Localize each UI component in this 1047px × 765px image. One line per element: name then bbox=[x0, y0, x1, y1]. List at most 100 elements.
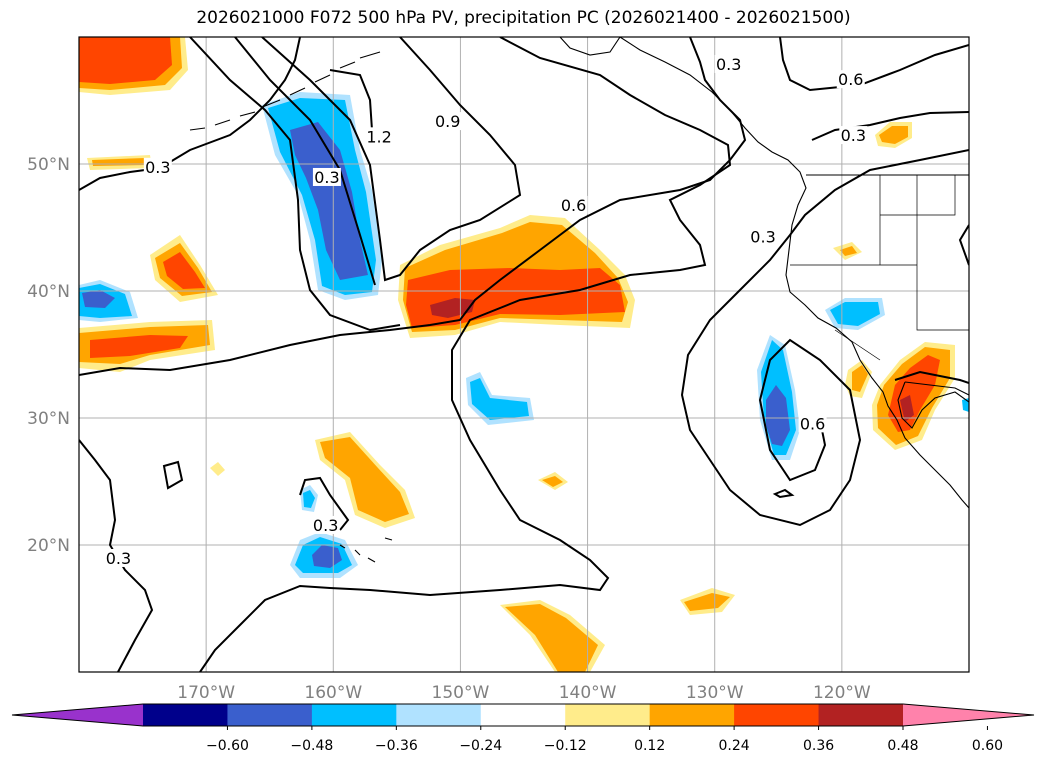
pv-contour bbox=[162, 460, 184, 490]
contour-label-bg bbox=[836, 70, 865, 89]
colorbar-extend-high bbox=[903, 704, 1034, 726]
contour-label: 0.3 bbox=[841, 126, 866, 145]
pv-contour bbox=[79, 37, 747, 376]
precip-patch bbox=[542, 476, 563, 487]
colorbar-segment bbox=[311, 704, 397, 726]
hawaii-islands bbox=[339, 537, 393, 563]
pv-contour bbox=[329, 69, 373, 131]
precip-patch bbox=[505, 604, 598, 672]
contour-label-bg bbox=[749, 227, 778, 246]
colorbar-segment bbox=[818, 704, 904, 726]
colorbar-extend-low bbox=[12, 704, 143, 726]
contour-label-bg bbox=[143, 157, 172, 176]
gridlines bbox=[79, 37, 969, 672]
precip-patch bbox=[684, 593, 730, 611]
contour-label-bg bbox=[798, 414, 827, 433]
pv-contour bbox=[299, 476, 350, 531]
precip-patch bbox=[900, 395, 914, 422]
pv-contour bbox=[79, 37, 301, 191]
colorbar-label: 0.12 bbox=[634, 738, 665, 754]
precip-patch bbox=[79, 37, 172, 84]
precip-patch bbox=[840, 246, 857, 256]
pv-contour bbox=[811, 111, 969, 141]
colorbar-label: 0.36 bbox=[803, 738, 834, 754]
precip-patch bbox=[430, 298, 475, 318]
precip-patch bbox=[830, 302, 880, 326]
lon-tick-label: 120°W bbox=[813, 683, 871, 703]
lon-tick-label: 130°W bbox=[686, 683, 744, 703]
precip-patch bbox=[90, 335, 188, 358]
colorbar-label: −0.60 bbox=[206, 738, 249, 754]
colorbar-outline bbox=[11, 703, 1035, 727]
lon-tick-label: 150°W bbox=[432, 683, 490, 703]
lat-tick-label: 50°N bbox=[27, 155, 70, 175]
contour-label: 0.6 bbox=[561, 196, 586, 215]
precip-patch bbox=[962, 398, 969, 412]
colorbar-label: −0.48 bbox=[290, 738, 333, 754]
pv-contour bbox=[261, 37, 522, 282]
contour-label: 1.2 bbox=[366, 127, 391, 146]
contour-label-bg bbox=[312, 167, 341, 186]
contour-label: 0.3 bbox=[314, 168, 339, 187]
contour-labels: 0.3 0.3 1.2 0.9 0.6 0.3 0.3 0.6 0.3 0.6 0.3 0.3 bbox=[104, 54, 868, 568]
pv-contours bbox=[79, 37, 969, 672]
lon-tick-label: 160°W bbox=[304, 683, 362, 703]
precip-patch bbox=[312, 545, 342, 568]
pv-contour bbox=[779, 37, 969, 92]
contour-label: 0.3 bbox=[313, 516, 338, 535]
contour-label: 0.3 bbox=[750, 228, 775, 247]
colorbar-label: −0.24 bbox=[459, 738, 502, 754]
precip-patch bbox=[852, 365, 868, 392]
map-plot-area bbox=[79, 37, 969, 672]
colorbar-label: −0.12 bbox=[544, 738, 587, 754]
precip-patch bbox=[766, 385, 790, 446]
border-us-mexico bbox=[904, 381, 969, 396]
longitude-tick-labels: 170°W 160°W 150°W 140°W 130°W 120°W bbox=[177, 683, 871, 703]
precip-patch bbox=[320, 437, 409, 522]
contour-label-bg bbox=[311, 515, 340, 534]
pv-contour bbox=[958, 224, 969, 266]
contour-label: 0.6 bbox=[800, 414, 825, 433]
contour-label-bg bbox=[104, 548, 133, 567]
contour-label: 0.3 bbox=[106, 549, 131, 568]
colorbar-segment bbox=[480, 704, 566, 726]
lon-tick-label: 170°W bbox=[177, 683, 235, 703]
lat-tick-label: 20°N bbox=[27, 536, 70, 556]
colorbar-segment bbox=[227, 704, 313, 726]
contour-label: 0.3 bbox=[716, 55, 741, 74]
colorbar: −0.60 −0.48 −0.36 −0.24 −0.12 0.12 0.24 0.36 0.4… bbox=[11, 703, 1035, 754]
pv-contour bbox=[772, 488, 795, 499]
contour-label: 0.3 bbox=[145, 158, 170, 177]
precip-patch bbox=[290, 122, 368, 280]
contour-label-bg bbox=[433, 112, 462, 131]
pv-contour bbox=[199, 37, 732, 672]
colorbar-label: −0.36 bbox=[375, 738, 418, 754]
lon-tick-label: 140°W bbox=[559, 683, 617, 703]
pv-contour bbox=[894, 370, 969, 384]
state-borders bbox=[790, 175, 969, 361]
precip-patch bbox=[303, 490, 315, 508]
precip-patch bbox=[82, 290, 115, 308]
colorbar-label: 0.60 bbox=[972, 738, 1003, 754]
precip-patch bbox=[879, 126, 908, 144]
map-frame bbox=[78, 36, 970, 673]
aleutian-islands bbox=[189, 51, 381, 131]
pv-contour bbox=[680, 149, 969, 527]
pv-contour bbox=[189, 37, 401, 332]
pv-contour bbox=[234, 37, 376, 286]
contour-label-bg bbox=[714, 54, 743, 73]
colorbar-label: 0.24 bbox=[719, 738, 750, 754]
contour-label-bg bbox=[365, 127, 394, 146]
alaska-coast bbox=[559, 37, 621, 56]
colorbar-label: 0.48 bbox=[887, 738, 918, 754]
map-title: 2026021000 F072 500 hPa PV, precipitatio… bbox=[196, 8, 851, 28]
colorbar-segment bbox=[649, 704, 735, 726]
precip-patch bbox=[470, 378, 529, 420]
contour-label-bg bbox=[559, 195, 588, 214]
coastline-baja bbox=[897, 381, 969, 429]
colorbar-segment bbox=[396, 704, 482, 726]
latitude-tick-labels: 50°N 40°N 30°N 20°N bbox=[27, 155, 70, 556]
lat-tick-label: 30°N bbox=[27, 409, 70, 429]
precip-patch bbox=[163, 252, 205, 289]
